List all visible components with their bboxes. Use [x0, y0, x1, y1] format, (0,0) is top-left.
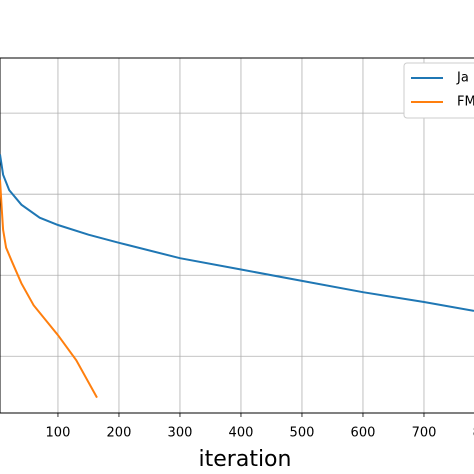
- legend-label: FM: [457, 95, 474, 110]
- legend-label: Ja: [456, 71, 469, 86]
- x-tick-label: 600: [351, 426, 376, 441]
- x-tick-label: 200: [107, 426, 132, 441]
- plot-frame: [0, 57, 474, 414]
- x-axis-label: iteration: [199, 447, 292, 472]
- line: [0, 179, 98, 399]
- x-tick-label: 300: [168, 426, 193, 441]
- x-tick-label: 800: [473, 426, 474, 441]
- x-tick-label: 400: [229, 426, 254, 441]
- x-tick-label: 100: [46, 426, 71, 441]
- x-tick-label: 500: [290, 426, 315, 441]
- legend-box: [403, 62, 474, 119]
- line: [0, 154, 474, 312]
- x-tick-label: 700: [412, 426, 437, 441]
